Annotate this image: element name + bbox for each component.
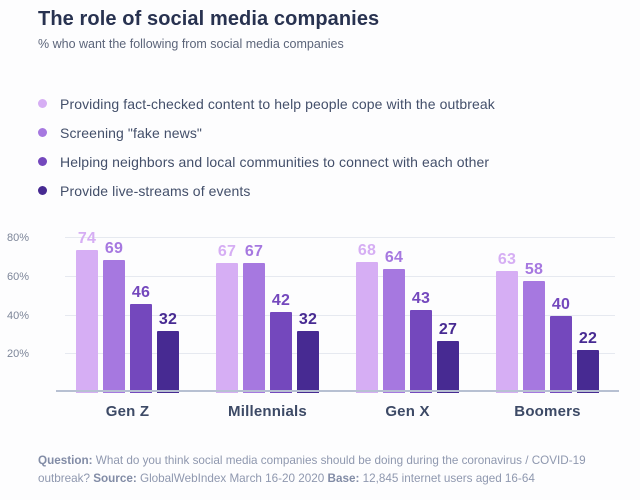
- y-axis-tick-label: 40%: [7, 309, 30, 322]
- page-title: The role of social media companies: [38, 8, 380, 30]
- bar-slot: 40: [550, 219, 572, 393]
- bar: [130, 304, 152, 393]
- legend-dot-icon: [38, 128, 47, 137]
- legend-dot-icon: [38, 157, 47, 166]
- gridline: [65, 237, 615, 239]
- gridline: [65, 353, 615, 355]
- bar-slot: 32: [157, 219, 179, 393]
- x-axis-label: Millennials: [228, 403, 307, 420]
- legend-label: Helping neighbors and local communities …: [60, 153, 490, 170]
- bar-value-label: 43: [411, 289, 431, 307]
- footer-base-text: 12,845 internet users aged 16-64: [359, 471, 535, 485]
- bar: [270, 311, 292, 393]
- bar-value-label: 69: [104, 239, 124, 257]
- bar-slot: 58: [523, 219, 545, 393]
- bar: [383, 269, 405, 393]
- bar-slot: 67: [216, 219, 238, 393]
- bar: [103, 259, 125, 393]
- y-axis-tick-label: 80%: [7, 232, 30, 245]
- legend-item: Helping neighbors and local communities …: [38, 147, 495, 176]
- bar-slot: 32: [297, 219, 319, 393]
- bar-value-label: 58: [524, 260, 544, 278]
- bar-value-label: 64: [384, 249, 404, 267]
- bar-value-label: 22: [578, 330, 598, 348]
- bar-value-label: 32: [298, 311, 318, 329]
- x-axis-label: Gen X: [385, 403, 430, 420]
- bar: [243, 263, 265, 393]
- bar-slot: 68: [356, 219, 378, 393]
- bar: [550, 315, 572, 393]
- bar-slot: 74: [76, 219, 98, 393]
- bar-value-label: 32: [158, 311, 178, 329]
- legend-item: Providing fact-checked content to help p…: [38, 89, 495, 118]
- bar: [496, 271, 518, 393]
- legend-label: Provide live-streams of events: [60, 182, 251, 199]
- x-axis-line: [56, 389, 619, 392]
- footer-source-label: Source:: [93, 471, 137, 485]
- chart-legend: Providing fact-checked content to help p…: [38, 89, 495, 205]
- bar-group-gen-x: 68 64 43 27: [356, 219, 459, 393]
- footer-question-label: Question:: [38, 454, 93, 467]
- bar-slot: 27: [437, 219, 459, 393]
- gridline: [65, 276, 615, 277]
- gridline: [65, 314, 615, 316]
- bar: [356, 261, 378, 393]
- bar: [76, 249, 98, 393]
- legend-label: Screening "fake news": [60, 124, 203, 141]
- bar-slot: 69: [103, 219, 125, 393]
- legend-item: Screening "fake news": [38, 118, 495, 147]
- x-axis-labels: Gen Z Millennials Gen X Boomers: [65, 403, 615, 420]
- bar-slot: 42: [270, 219, 292, 393]
- bar: [216, 263, 238, 393]
- legend-label: Providing fact-checked content to help p…: [60, 95, 495, 112]
- bar: [297, 331, 319, 393]
- gridlines-container: 20% 40% 60% 80%: [7, 219, 615, 393]
- legend-dot-icon: [38, 186, 47, 195]
- bar-group-boomers: 63 58 40 22: [496, 219, 599, 393]
- bar-value-label: 74: [77, 229, 97, 247]
- footer-source-text: GlobalWebIndex March 16-20 2020: [136, 471, 328, 485]
- bar-chart: 20% 40% 60% 80% 74 69 46 32 67 67 42 32 68 64 43 27 63 5…: [7, 219, 619, 393]
- x-axis-label: Boomers: [514, 403, 581, 420]
- bar-slot: 46: [130, 219, 152, 393]
- bar-slot: 64: [383, 219, 405, 393]
- y-axis-tick-label: 60%: [7, 271, 30, 283]
- bar-slot: 63: [496, 219, 518, 393]
- bar-slot: 67: [243, 219, 265, 393]
- bar-value-label: 67: [244, 243, 264, 261]
- bar: [157, 331, 179, 393]
- bar: [410, 309, 432, 393]
- legend-dot-icon: [38, 99, 47, 108]
- legend-item: Provide live-streams of events: [38, 176, 495, 205]
- bar-value-label: 42: [271, 291, 291, 309]
- bar-slot: 43: [410, 219, 432, 393]
- bar-value-label: 27: [438, 320, 458, 338]
- bar-value-label: 40: [551, 295, 571, 313]
- bar-groups: 74 69 46 32 67 67 42 32 68 64 43 27 63 58 40 22: [65, 219, 615, 393]
- bar-group-gen-z: 74 69 46 32: [76, 219, 179, 393]
- bar-value-label: 63: [497, 251, 517, 269]
- y-axis-tick-label: 20%: [7, 348, 30, 361]
- bar-value-label: 67: [217, 243, 237, 261]
- footer-question-text: What do you think social media companies…: [38, 454, 586, 485]
- bar: [577, 350, 599, 393]
- bar: [523, 280, 545, 393]
- bar-group-millennials: 67 67 42 32: [216, 219, 319, 393]
- footer-note: Question: What do you think social media…: [38, 452, 610, 487]
- footer-base-label: Base:: [327, 471, 360, 485]
- x-axis-label: Gen Z: [105, 403, 150, 420]
- chart-subtitle: % who want the following from social med…: [38, 37, 344, 51]
- bar-value-label: 46: [131, 284, 151, 302]
- bar-slot: 22: [577, 219, 599, 393]
- bar: [437, 340, 459, 393]
- bar-value-label: 68: [357, 241, 377, 259]
